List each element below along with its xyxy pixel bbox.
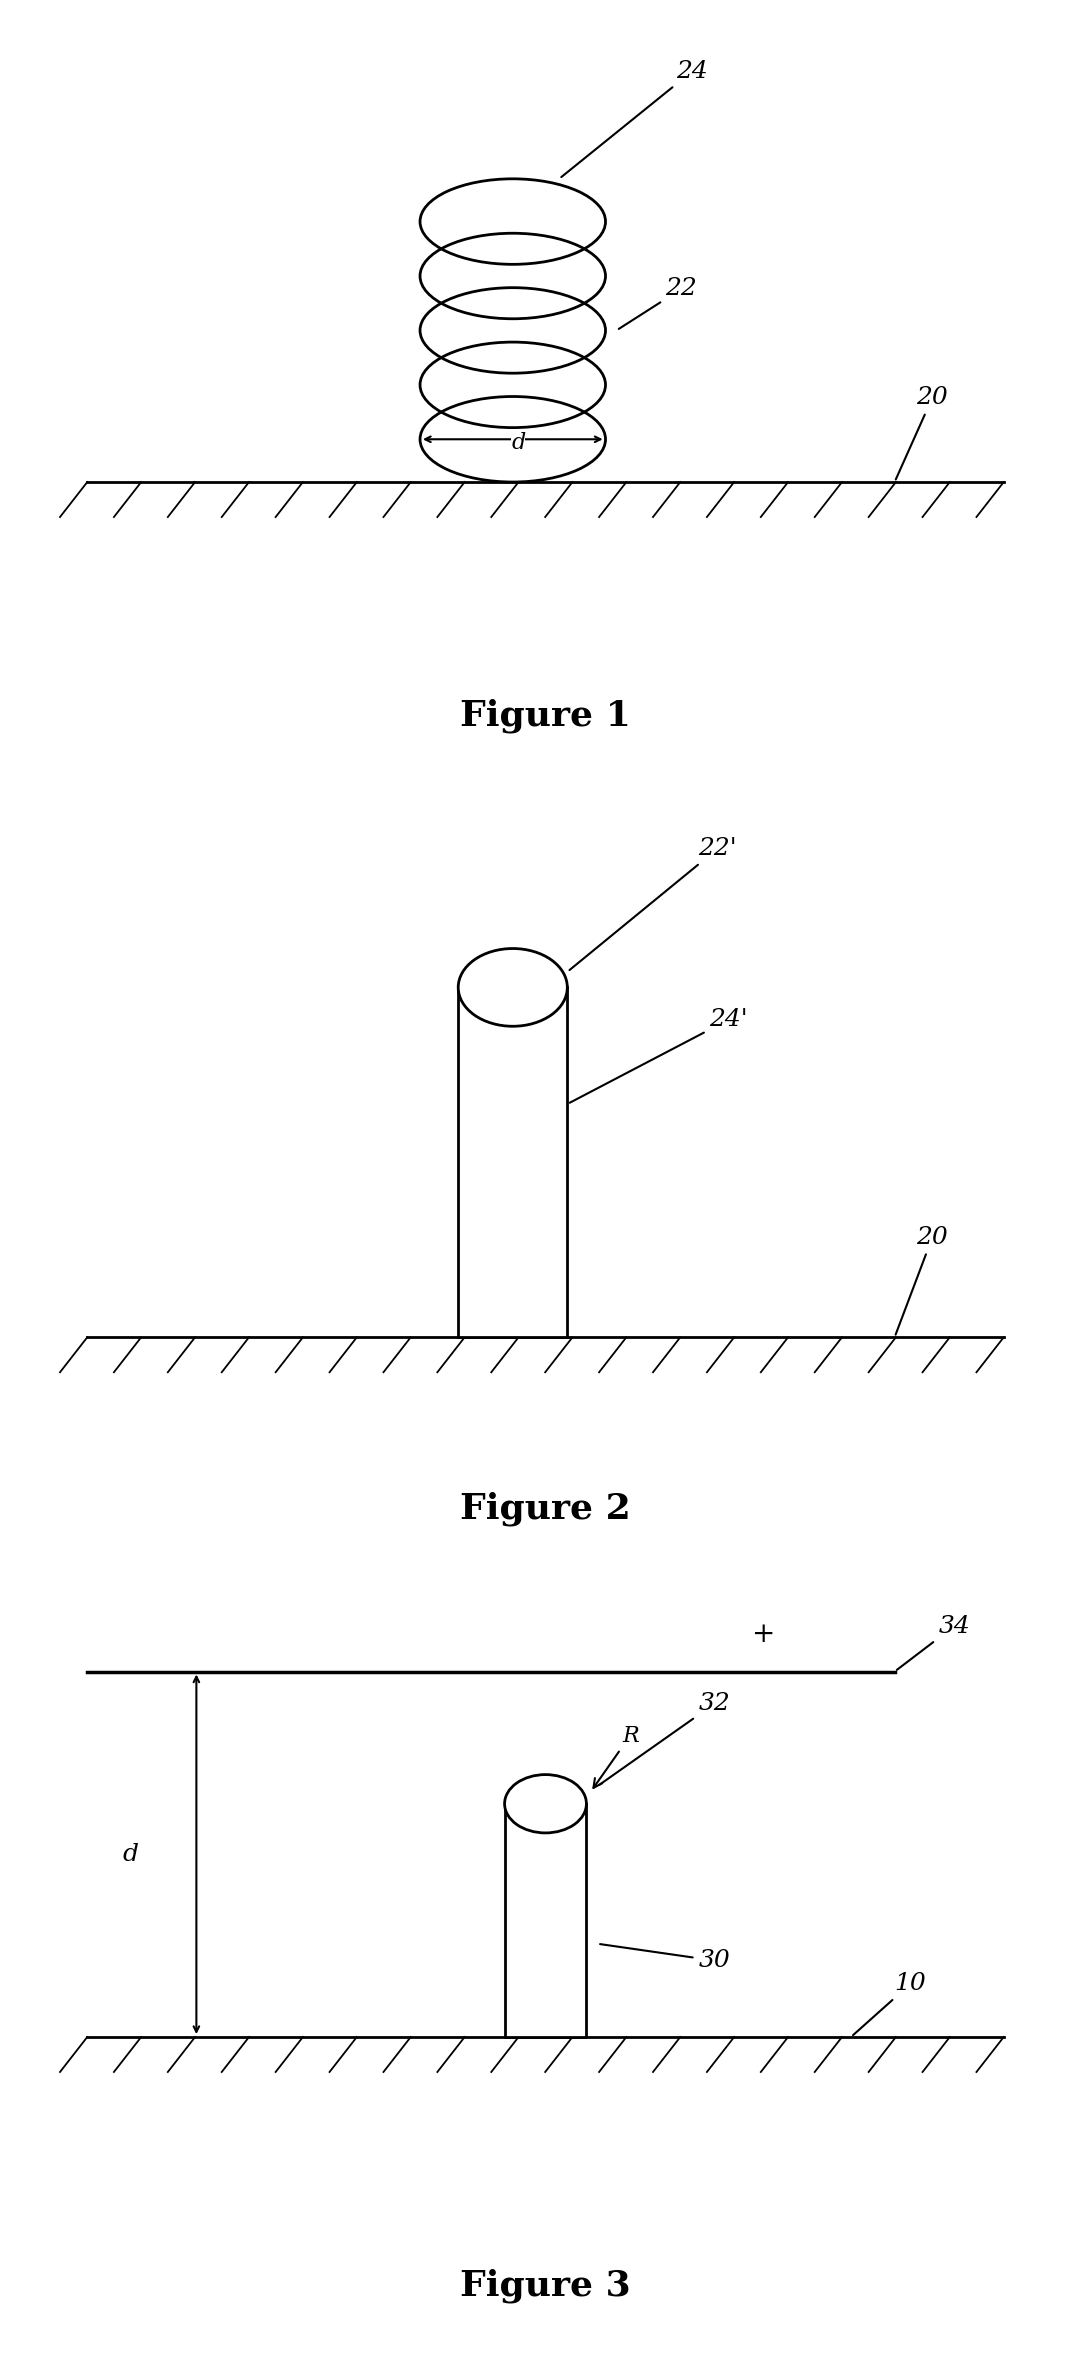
Ellipse shape	[504, 1774, 587, 1833]
Text: d: d	[123, 1842, 139, 1866]
Text: Figure 3: Figure 3	[460, 2269, 631, 2304]
Text: 24': 24'	[570, 1008, 747, 1103]
Text: 32: 32	[600, 1692, 730, 1783]
Bar	[458, 987, 567, 1338]
Text: R: R	[594, 1725, 638, 1788]
Text: +: +	[752, 1621, 776, 1649]
Text: Figure 2: Figure 2	[460, 1491, 631, 1527]
Text: 20: 20	[896, 1225, 948, 1333]
Text: 24: 24	[561, 59, 708, 177]
Text: 20: 20	[896, 386, 948, 481]
Bar	[504, 1805, 587, 2038]
Text: 34: 34	[897, 1614, 970, 1670]
Text: Figure 1: Figure 1	[460, 697, 631, 733]
Text: d: d	[511, 431, 526, 455]
Text: 22': 22'	[570, 836, 736, 971]
Ellipse shape	[458, 949, 567, 1027]
Text: 22: 22	[619, 278, 697, 330]
Text: d: d	[511, 975, 526, 999]
Text: 10: 10	[853, 1972, 926, 2036]
Text: 30: 30	[600, 1944, 730, 1972]
